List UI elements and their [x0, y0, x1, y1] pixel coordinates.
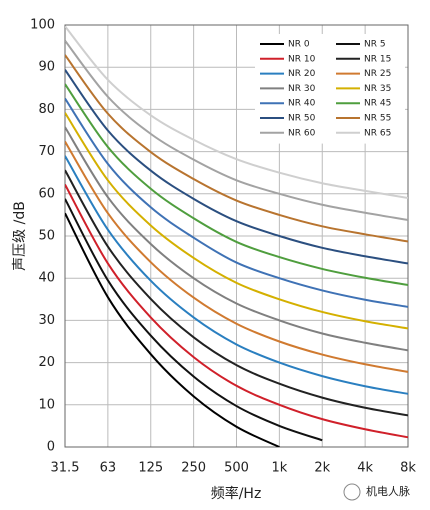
nr-curve	[65, 83, 408, 286]
legend-label: NR 35	[364, 84, 391, 94]
nr-curve	[65, 169, 408, 417]
legend-label: NR 15	[364, 54, 391, 64]
x-tick-label: 1k	[271, 461, 287, 476]
legend-label: NR 65	[364, 128, 391, 138]
nr-curve	[65, 198, 323, 442]
legend-label: NR 60	[288, 128, 316, 138]
legend-label: NR 20	[288, 69, 316, 79]
legend-label: NR 45	[364, 99, 391, 109]
legend-label: NR 5	[364, 40, 386, 50]
x-tick-label: 125	[138, 461, 163, 476]
nr-curve	[65, 112, 408, 330]
nr-curve	[65, 126, 408, 352]
plot-frame	[64, 24, 409, 448]
x-tick-label: 31.5	[51, 461, 80, 476]
y-tick-label: 20	[38, 355, 55, 370]
nr-curve	[65, 54, 408, 243]
y-tick-label: 30	[38, 313, 55, 328]
nr-curve	[65, 155, 408, 395]
watermark: 机电人脉	[366, 484, 410, 498]
legend-label: NR 10	[288, 54, 316, 64]
y-tick-label: 80	[38, 102, 55, 117]
y-tick-label: 10	[38, 397, 55, 412]
x-tick-label: 4k	[357, 461, 373, 476]
nr-curve	[65, 69, 408, 265]
x-tick-label: 500	[224, 461, 249, 476]
legend-label: NR 0	[288, 40, 310, 50]
y-tick-label: 90	[38, 60, 55, 75]
nr-curve	[65, 184, 408, 439]
legend-label: NR 50	[288, 114, 316, 124]
legend-label: NR 55	[364, 114, 391, 124]
x-tick-label: 63	[100, 461, 117, 476]
y-tick-label: 50	[38, 229, 55, 244]
legend-label: NR 30	[288, 84, 316, 94]
nr-curve	[65, 25, 408, 200]
watermark-icon	[343, 483, 361, 501]
y-tick-label: 100	[30, 18, 55, 33]
y-tick-label: 60	[38, 186, 55, 201]
nr-curve	[65, 40, 408, 221]
legend-label: NR 25	[364, 69, 391, 79]
nr-curve	[65, 97, 408, 308]
plot-lines	[65, 25, 408, 447]
y-tick-label: 40	[38, 271, 55, 286]
y-tick-label: 0	[47, 440, 55, 455]
y-tick-label: 70	[38, 144, 55, 159]
nr-curve	[65, 212, 280, 447]
x-tick-label: 250	[181, 461, 206, 476]
y-axis-label: 声压级 /dB	[12, 201, 28, 271]
nr-curve	[65, 140, 408, 373]
legend-label: NR 40	[288, 99, 316, 109]
x-axis-label: 频率/Hz	[211, 485, 262, 502]
x-tick-label: 8k	[400, 461, 416, 476]
x-tick-label: 2k	[314, 461, 330, 476]
